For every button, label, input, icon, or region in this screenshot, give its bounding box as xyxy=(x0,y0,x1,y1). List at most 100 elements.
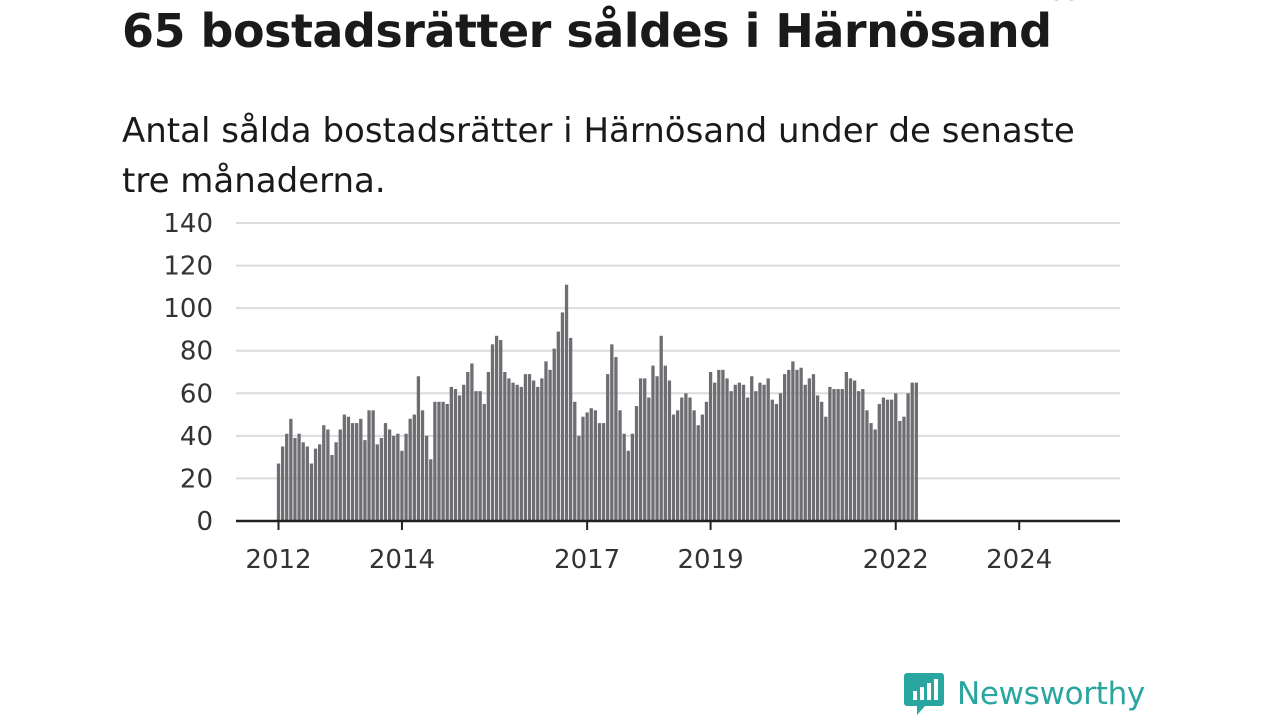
bar xyxy=(507,378,511,521)
bar xyxy=(630,433,635,521)
bar xyxy=(651,365,655,521)
x-tick-label: 2017 xyxy=(554,545,620,575)
bar xyxy=(408,418,412,521)
bar xyxy=(815,395,820,521)
bar xyxy=(569,337,573,521)
x-tick-label: 2014 xyxy=(369,545,435,575)
bar xyxy=(725,378,729,521)
bar xyxy=(869,423,873,521)
bar xyxy=(643,378,647,521)
bar xyxy=(519,386,523,521)
bar xyxy=(478,391,482,521)
bar xyxy=(285,433,289,521)
bar xyxy=(359,418,363,521)
bar xyxy=(647,397,651,521)
bar xyxy=(589,408,593,521)
bar xyxy=(346,416,351,521)
bar xyxy=(881,397,886,521)
bar xyxy=(342,414,346,521)
bar xyxy=(577,435,581,521)
bar xyxy=(305,446,309,521)
page-title: 65 bostadsrätter såldes i Härnösand xyxy=(122,4,1052,58)
bar xyxy=(828,386,832,521)
bar xyxy=(622,433,626,521)
bar xyxy=(713,382,717,521)
bar xyxy=(791,361,795,521)
bar xyxy=(523,374,528,521)
bar xyxy=(387,429,392,521)
bar xyxy=(424,435,429,521)
bar xyxy=(873,429,877,521)
bar xyxy=(894,393,898,521)
bar xyxy=(392,435,396,521)
bar xyxy=(708,372,713,521)
bar xyxy=(717,369,721,521)
bar xyxy=(437,401,441,521)
bar xyxy=(737,382,742,521)
bar xyxy=(396,433,400,521)
bar xyxy=(474,391,478,521)
bar xyxy=(877,403,881,521)
bar xyxy=(330,455,334,521)
bar xyxy=(606,374,610,521)
bar xyxy=(560,312,565,521)
bar xyxy=(297,433,301,521)
bar xyxy=(906,393,910,521)
bar xyxy=(322,425,326,521)
bar xyxy=(754,391,758,521)
bar xyxy=(898,420,902,521)
chart-subtitle: Antal sålda bostadsrätter i Härnösand un… xyxy=(122,111,1075,201)
bar xyxy=(313,448,318,521)
bar xyxy=(704,401,709,521)
bar xyxy=(429,459,433,521)
bar xyxy=(445,403,449,521)
bar xyxy=(350,423,355,521)
bar xyxy=(667,380,672,521)
bar xyxy=(515,384,519,521)
bar xyxy=(778,393,783,521)
bar xyxy=(750,376,754,521)
x-tick-label: 2019 xyxy=(677,545,743,575)
bar xyxy=(614,357,618,521)
bar xyxy=(914,382,918,521)
bar xyxy=(700,414,704,521)
bar xyxy=(676,410,680,521)
bar xyxy=(803,384,807,521)
bar xyxy=(770,399,774,521)
bar xyxy=(379,437,384,521)
bar xyxy=(433,401,437,521)
y-tick-label: 60 xyxy=(180,379,213,409)
bar xyxy=(573,401,577,521)
y-tick-label: 140 xyxy=(163,209,213,239)
bar xyxy=(404,433,408,521)
bar xyxy=(811,374,816,521)
bar xyxy=(511,382,515,521)
bar xyxy=(787,369,791,521)
bar xyxy=(564,284,569,521)
newsworthy-logo-icon xyxy=(904,673,944,715)
bar xyxy=(416,376,421,521)
bar xyxy=(556,331,560,521)
bar xyxy=(852,380,857,521)
bar xyxy=(593,410,598,521)
bar xyxy=(276,463,281,521)
bar xyxy=(363,440,367,521)
y-tick-label: 120 xyxy=(163,252,213,282)
bar xyxy=(610,344,614,521)
bar xyxy=(861,389,865,521)
bar xyxy=(466,372,470,521)
bar xyxy=(441,401,445,521)
bar xyxy=(527,374,532,521)
bar xyxy=(688,397,692,521)
bar xyxy=(618,410,622,521)
bar xyxy=(449,386,453,521)
bar xyxy=(832,389,836,521)
y-tick-label: 80 xyxy=(180,337,213,367)
bar xyxy=(857,391,861,521)
brand-name: Newsworthy xyxy=(957,676,1145,712)
bar xyxy=(745,397,750,521)
bar xyxy=(536,386,540,521)
bar xyxy=(848,378,853,521)
bar xyxy=(309,463,314,521)
bar xyxy=(696,425,700,521)
